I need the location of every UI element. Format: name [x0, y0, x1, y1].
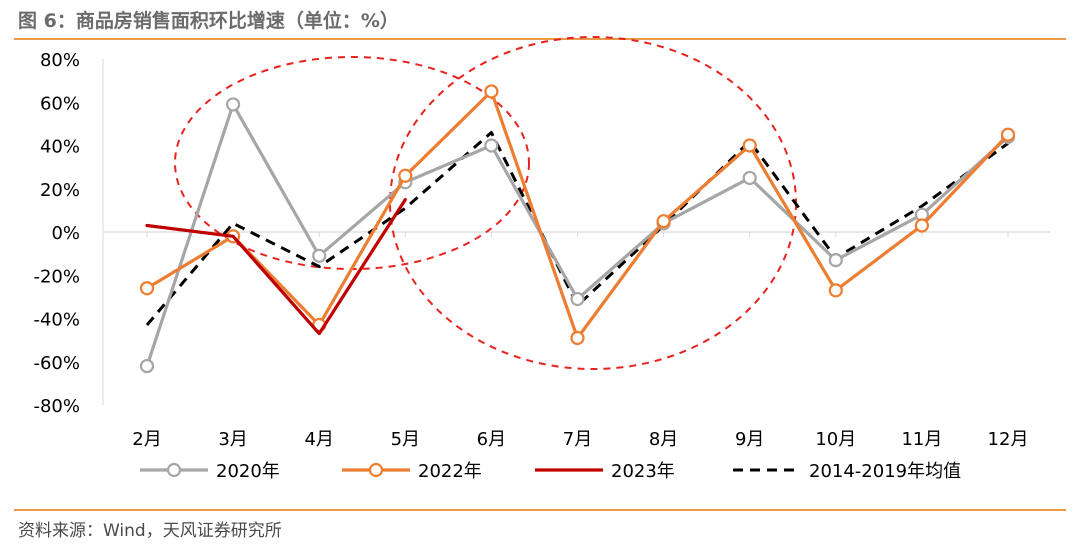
legend-marker	[368, 462, 384, 478]
title-divider	[14, 38, 1066, 40]
y-tick-label: 40%	[40, 137, 80, 158]
data-point	[226, 97, 241, 112]
footer-divider	[14, 509, 1066, 511]
y-tick-label: 20%	[40, 180, 80, 201]
y-tick-label: -20%	[33, 266, 80, 287]
legend-label: 2023年	[611, 461, 675, 482]
x-tick-label: 4月	[304, 429, 333, 450]
y-tick-label: -60%	[33, 353, 80, 374]
x-tick-label: 10月	[815, 429, 856, 450]
x-tick-label: 6月	[477, 429, 506, 450]
x-tick-label: 12月	[988, 429, 1029, 450]
x-tick-label: 2月	[132, 429, 161, 450]
y-tick-label: 0%	[51, 223, 80, 244]
data-point	[398, 168, 413, 183]
data-point	[570, 291, 585, 307]
x-tick-label: 7月	[563, 429, 592, 450]
x-tick-label: 8月	[649, 429, 678, 450]
y-tick-label: -80%	[33, 396, 80, 417]
figure-title: 图 6：商品房销售面积环比增速（单位：%）	[18, 10, 399, 32]
x-tick-label: 5月	[391, 429, 420, 450]
legend-label: 2014-2019年均值	[809, 461, 961, 482]
x-tick-label: 11月	[901, 429, 942, 450]
y-axis: 80% 60% 40% 20% 0% -20% -40% -60% -80%	[33, 50, 104, 417]
data-point	[656, 214, 671, 229]
data-point	[312, 248, 327, 263]
data-point	[742, 138, 757, 153]
data-point	[139, 358, 155, 374]
y-tick-label: 80%	[40, 50, 80, 71]
x-tick-label: 3月	[218, 429, 247, 450]
x-axis: 2月 3月 4月 5月 6月 7月 8月 9月 10月 11月 12月	[103, 231, 1050, 450]
data-point	[828, 283, 843, 298]
series-line	[145, 131, 1009, 326]
data-point	[828, 253, 843, 268]
x-tick-label: 9月	[735, 429, 764, 450]
data-point	[742, 170, 757, 186]
legend-label: 2022年	[418, 461, 482, 482]
series-layer	[139, 84, 1016, 374]
data-point	[914, 218, 930, 233]
data-point	[139, 281, 155, 296]
legend: 2020年 2022年 2023年 2014-2019年均值	[140, 461, 961, 482]
y-tick-label: -40%	[33, 310, 80, 331]
series-line	[145, 198, 407, 336]
source-note: 资料来源：Wind，天风证券研究所	[18, 521, 282, 541]
y-tick-label: 60%	[40, 93, 80, 114]
data-point	[570, 330, 585, 346]
legend-marker	[166, 462, 182, 478]
data-point	[484, 138, 499, 153]
legend-label: 2020年	[216, 461, 280, 482]
data-point	[484, 84, 499, 99]
data-point	[1000, 127, 1016, 142]
